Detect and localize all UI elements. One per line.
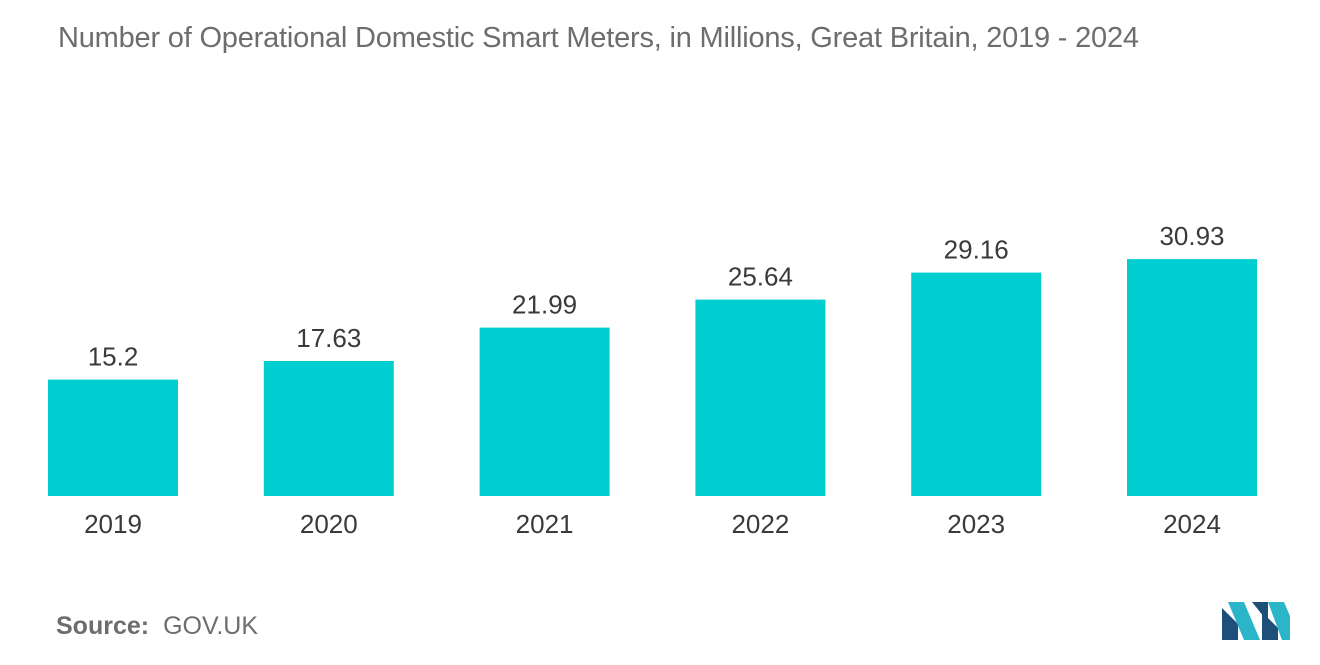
source-label: Source: [56,612,150,640]
data-label-2022: 25.64 [728,262,793,292]
data-label-2023: 29.16 [944,235,1009,265]
bar-2023 [911,272,1042,496]
x-tick-label-2019: 2019 [84,509,142,539]
x-tick-label-2024: 2024 [1163,509,1221,539]
mordor-intelligence-logo-icon [1222,602,1290,640]
bar-2021 [479,327,610,496]
bar-2022 [695,299,826,496]
bar-2020 [263,361,394,496]
data-label-2024: 30.93 [1159,221,1224,251]
chart-title: Number of Operational Domestic Smart Met… [58,22,1139,54]
bar-2024 [1127,259,1257,496]
x-tick-label-2020: 2020 [300,509,358,539]
data-label-2021: 21.99 [512,290,577,320]
bar-chart: 15.2 2019 17.63 2020 21.99 2021 25.64 2022 29.16… [48,221,1257,539]
data-label-2020: 17.63 [296,323,361,353]
x-tick-label-2023: 2023 [947,509,1005,539]
source-note: Source: GOV.UK [56,612,258,641]
data-label-2019: 15.2 [88,342,139,372]
x-tick-label-2022: 2022 [731,509,789,539]
x-tick-label-2021: 2021 [516,509,574,539]
bar-2019 [48,379,178,496]
source-value: GOV.UK [163,612,259,640]
